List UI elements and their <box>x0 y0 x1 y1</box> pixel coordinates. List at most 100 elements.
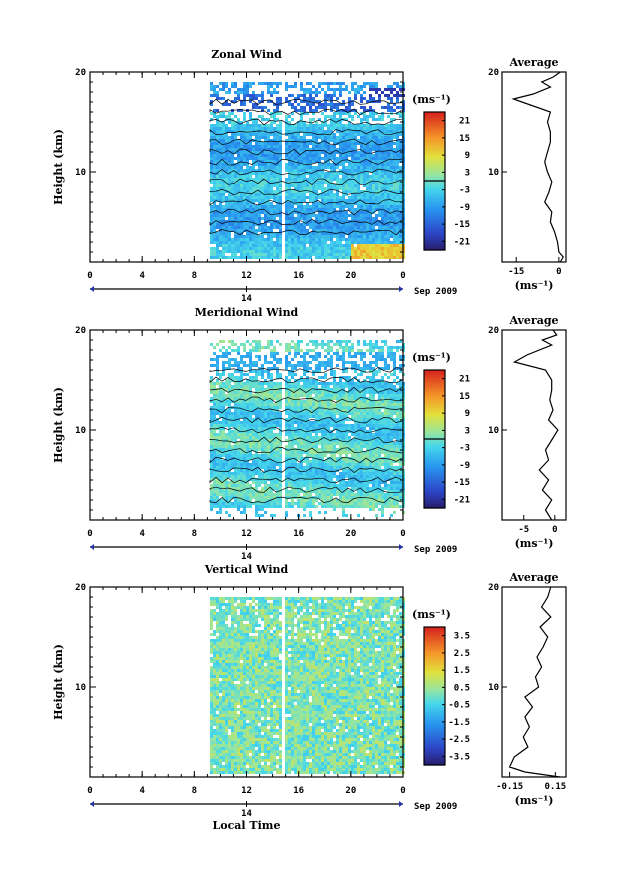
heatmap-cell <box>249 202 252 205</box>
heatmap-cell <box>336 202 339 205</box>
heatmap-cell <box>252 379 255 382</box>
heatmap-cell <box>222 253 225 256</box>
heatmap-cell <box>330 94 333 97</box>
heatmap-cell <box>309 235 312 238</box>
heatmap-cell <box>225 367 228 370</box>
heatmap-cell <box>372 154 375 157</box>
heatmap-cell <box>351 238 354 241</box>
heatmap-cell <box>345 184 348 187</box>
heatmap-cell <box>237 460 240 463</box>
heatmap-cell <box>264 220 267 223</box>
heatmap-cell <box>210 448 213 451</box>
contour-line <box>209 208 403 216</box>
heatmap-cell <box>291 106 294 109</box>
heatmap-cell <box>249 343 252 346</box>
heatmap-cell <box>294 256 297 259</box>
heatmap-cell <box>222 181 225 184</box>
heatmap-cell <box>261 454 264 457</box>
heatmap-cell <box>216 403 219 406</box>
heatmap-cell <box>285 361 288 364</box>
heatmap-cell <box>237 232 240 235</box>
heatmap-cell <box>279 97 282 100</box>
heatmap-cell <box>237 361 240 364</box>
heatmap-cell <box>216 232 219 235</box>
heatmap-cell <box>228 256 231 259</box>
heatmap-cell <box>273 145 276 148</box>
heatmap-cell <box>348 256 351 259</box>
heatmap-cell <box>270 361 273 364</box>
heatmap-cell <box>378 136 381 139</box>
heatmap-cell <box>288 205 291 208</box>
heatmap-cell <box>258 442 261 445</box>
heatmap-cell <box>249 118 252 121</box>
heatmap-cell <box>243 238 246 241</box>
heatmap-cell <box>228 250 231 253</box>
heatmap-cell <box>219 397 222 400</box>
heatmap-cell <box>240 133 243 136</box>
heatmap-cell <box>213 394 216 397</box>
heatmap-cell <box>240 505 243 508</box>
heatmap-cell <box>321 247 324 250</box>
heatmap-cell <box>285 403 288 406</box>
heatmap-cell <box>336 88 339 91</box>
heatmap-cell <box>213 157 216 160</box>
heatmap-cell <box>321 175 324 178</box>
x-tick-label: 0 <box>87 271 92 281</box>
heatmap-cell <box>291 217 294 220</box>
heatmap-cell <box>270 430 273 433</box>
heatmap-cell <box>270 112 273 115</box>
heatmap-cell <box>285 190 288 193</box>
heatmap-cell <box>246 460 249 463</box>
heatmap-cell <box>312 253 315 256</box>
heatmap-cell <box>384 166 387 169</box>
heatmap-cell <box>216 505 219 508</box>
heatmap-cell <box>219 208 222 211</box>
heatmap-cell <box>309 226 312 229</box>
heatmap-cell <box>285 376 288 379</box>
heatmap-cell <box>333 127 336 130</box>
heatmap-cell <box>339 205 342 208</box>
heatmap-cell <box>249 190 252 193</box>
heatmap-cell <box>249 496 252 499</box>
heatmap-cell <box>234 406 237 409</box>
heatmap-cell <box>276 214 279 217</box>
heatmap-cell <box>303 391 306 394</box>
heatmap-cell <box>255 145 258 148</box>
heatmap-cell <box>243 82 246 85</box>
heatmap-cell <box>261 118 264 121</box>
heatmap-cell <box>315 202 318 205</box>
heatmap-cell <box>234 253 237 256</box>
heatmap-cell <box>267 418 270 421</box>
heatmap-cell <box>252 214 255 217</box>
heatmap-cell <box>366 214 369 217</box>
heatmap-cell <box>276 481 279 484</box>
heatmap-cell <box>351 157 354 160</box>
heatmap-cell <box>333 91 336 94</box>
heatmap-cell <box>234 394 237 397</box>
heatmap-cell <box>228 418 231 421</box>
heatmap-cell <box>303 91 306 94</box>
heatmap-cell <box>387 235 390 238</box>
heatmap-cell <box>237 145 240 148</box>
heatmap-cell <box>345 253 348 256</box>
heatmap-cell <box>231 241 234 244</box>
heatmap-cell <box>378 100 381 103</box>
heatmap-cell <box>294 469 297 472</box>
heatmap-cell <box>318 223 321 226</box>
heatmap-cell <box>327 85 330 88</box>
heatmap-cell <box>246 250 249 253</box>
heatmap-cell <box>246 406 249 409</box>
heatmap-cell <box>285 484 288 487</box>
heatmap-cell <box>381 118 384 121</box>
heatmap-cell <box>399 169 402 172</box>
heatmap-cell <box>240 376 243 379</box>
heatmap-cell <box>288 505 291 508</box>
heatmap-cell <box>348 223 351 226</box>
heatmap-cell <box>339 226 342 229</box>
heatmap-cell <box>285 511 288 514</box>
heatmap-cell <box>240 205 243 208</box>
heatmap-cell <box>285 343 288 346</box>
heatmap-cell <box>297 493 300 496</box>
heatmap-cell <box>285 424 288 427</box>
heatmap-cell <box>264 424 267 427</box>
